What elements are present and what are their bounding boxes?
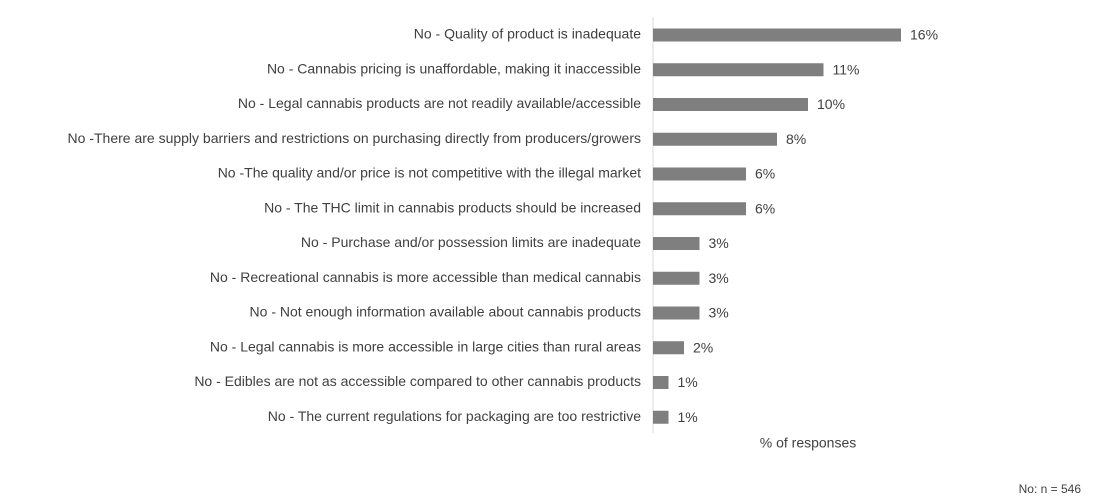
value-label: 10% — [817, 96, 845, 112]
value-label: 1% — [678, 409, 698, 425]
category-label: No - Edibles are not as accessible compa… — [194, 373, 641, 389]
bar — [653, 237, 700, 250]
bar — [653, 410, 669, 424]
category-label: No - Not enough information available ab… — [250, 304, 641, 320]
category-label: No - Cannabis pricing is unaffordable, m… — [267, 60, 641, 76]
value-label: 2% — [693, 339, 713, 355]
bar — [653, 132, 777, 146]
category-label: No -There are supply barriers and restri… — [68, 130, 641, 146]
sample-note: No: n = 546 — [1019, 482, 1082, 496]
value-label: 3% — [709, 270, 729, 286]
bar — [653, 341, 684, 355]
bar — [653, 306, 700, 320]
value-label: 8% — [786, 131, 806, 147]
category-label: No - Purchase and/or possession limits a… — [301, 234, 641, 250]
value-label: 3% — [709, 235, 729, 251]
bar — [653, 63, 824, 77]
value-label: 3% — [709, 305, 729, 321]
category-label: No -The quality and/or price is not comp… — [218, 165, 641, 181]
value-label: 11% — [833, 61, 860, 77]
category-label: No - The current regulations for packagi… — [268, 408, 641, 424]
x-axis-label: % of responses — [760, 435, 857, 451]
bar — [653, 167, 746, 181]
bar — [653, 98, 808, 111]
category-label: No - Legal cannabis is more accessible i… — [210, 338, 641, 354]
category-label: No - Legal cannabis products are not rea… — [238, 95, 641, 111]
value-label: 1% — [678, 374, 698, 390]
category-label: No - Recreational cannabis is more acces… — [210, 269, 641, 285]
bar — [653, 202, 746, 216]
category-label: No - The THC limit in cannabis products … — [264, 199, 641, 215]
value-label: 16% — [910, 27, 938, 43]
value-label: 6% — [755, 166, 775, 182]
category-label: No - Quality of product is inadequate — [414, 26, 641, 42]
bar — [653, 28, 901, 42]
bar — [653, 271, 700, 285]
bar — [653, 376, 669, 389]
value-label: 6% — [755, 200, 775, 216]
